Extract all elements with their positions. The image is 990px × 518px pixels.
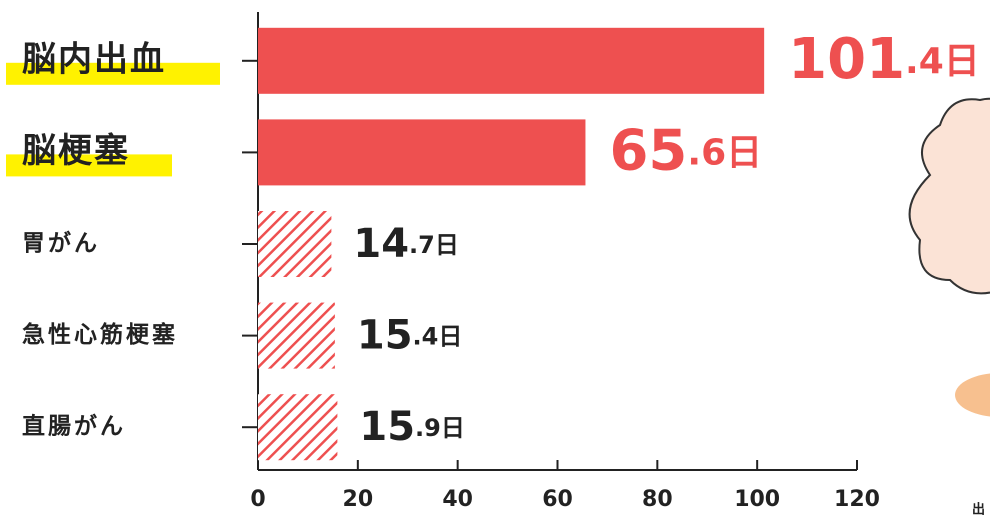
bar xyxy=(258,211,332,277)
y-tick-label: 脳梗塞 xyxy=(22,131,130,171)
x-tick-label: 120 xyxy=(834,487,880,512)
label-highlight xyxy=(6,154,172,177)
y-tick-label: 脳内出血 xyxy=(22,39,166,79)
value-label: 15.4日 xyxy=(357,313,463,359)
x-tick-label: 40 xyxy=(442,487,473,512)
bar xyxy=(258,27,765,94)
y-tick-label: 胃がん xyxy=(22,230,100,257)
bar xyxy=(258,394,338,461)
illustration xyxy=(908,97,990,417)
bar xyxy=(258,119,586,186)
x-tick-label: 60 xyxy=(542,487,573,512)
value-label: 101.4日 xyxy=(788,27,980,92)
value-label: 65.6日 xyxy=(609,119,762,184)
y-tick-label: 急性心筋梗塞 xyxy=(22,321,178,348)
x-tick-label: 80 xyxy=(642,487,673,512)
note: 出 xyxy=(972,502,985,518)
value-label: 15.9日 xyxy=(359,404,465,450)
x-tick-label: 100 xyxy=(734,487,780,512)
y-tick-label: 直腸がん xyxy=(22,413,126,440)
label-highlight xyxy=(6,62,220,85)
x-tick-label: 0 xyxy=(250,487,265,512)
x-tick-label: 20 xyxy=(343,487,374,512)
value-label: 14.7日 xyxy=(353,221,459,267)
bar xyxy=(258,302,335,369)
